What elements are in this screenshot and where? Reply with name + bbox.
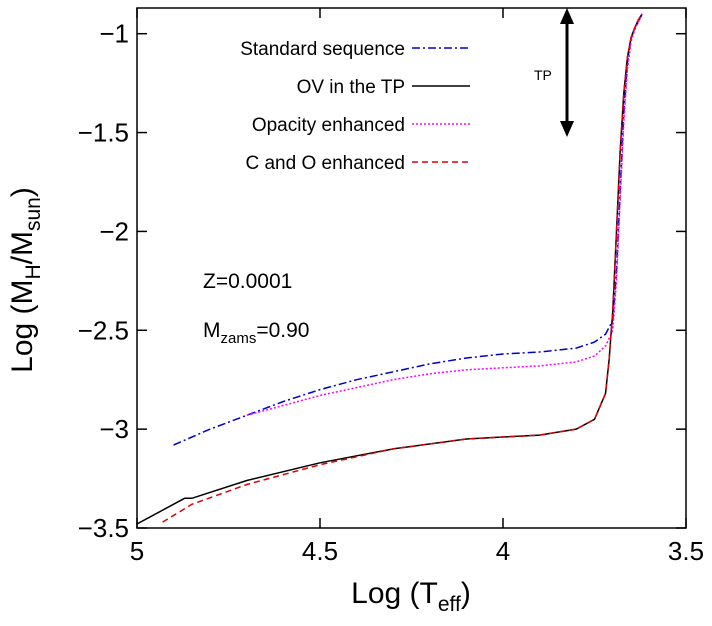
annotation: Mzams=0.90 bbox=[203, 319, 309, 347]
y-tick-label: −3 bbox=[99, 414, 129, 444]
arrow-head bbox=[560, 8, 574, 24]
y-tick-label: −1.5 bbox=[78, 118, 129, 148]
series-line bbox=[173, 13, 643, 446]
annotation-part: M bbox=[203, 319, 221, 342]
plot-frame bbox=[136, 7, 687, 529]
y-label-part: Log (M bbox=[6, 279, 39, 372]
arrow-head bbox=[560, 121, 574, 137]
x-label-sub: eff bbox=[438, 593, 461, 616]
y-label-sub: H bbox=[22, 264, 45, 279]
series-line bbox=[162, 13, 643, 523]
annotation: Z=0.0001 bbox=[203, 270, 292, 293]
x-tick-label: 3.5 bbox=[668, 536, 704, 566]
annotation-part: =0.90 bbox=[256, 319, 309, 342]
legend-label: Opacity enhanced bbox=[252, 115, 405, 136]
y-label-sub: sun bbox=[22, 197, 45, 231]
x-label-part: Log (T bbox=[351, 577, 438, 610]
annotation-sub: zams bbox=[221, 330, 257, 347]
x-label-part: ) bbox=[461, 577, 471, 610]
x-tick-label: 4 bbox=[496, 536, 510, 566]
annotation: TP bbox=[534, 67, 552, 83]
y-tick-label: −2 bbox=[99, 216, 129, 246]
legend-label: Standard sequence bbox=[240, 39, 405, 60]
y-tick-label: −1 bbox=[99, 19, 129, 49]
y-axis-label: Log (MH/Msun) bbox=[6, 187, 45, 373]
x-tick-label: 5 bbox=[130, 536, 144, 566]
x-tick-label: 4.5 bbox=[302, 536, 338, 566]
y-tick-label: −3.5 bbox=[78, 513, 129, 543]
y-label-part: /M bbox=[6, 231, 39, 264]
y-label-part: ) bbox=[6, 187, 39, 197]
x-axis-label: Log (Teff) bbox=[351, 577, 471, 616]
tp-arrow bbox=[560, 8, 574, 137]
legend-label: OV in the TP bbox=[297, 77, 405, 98]
legend-label: C and O enhanced bbox=[245, 153, 405, 174]
series-line bbox=[246, 13, 643, 417]
y-tick-label: −2.5 bbox=[78, 315, 129, 345]
